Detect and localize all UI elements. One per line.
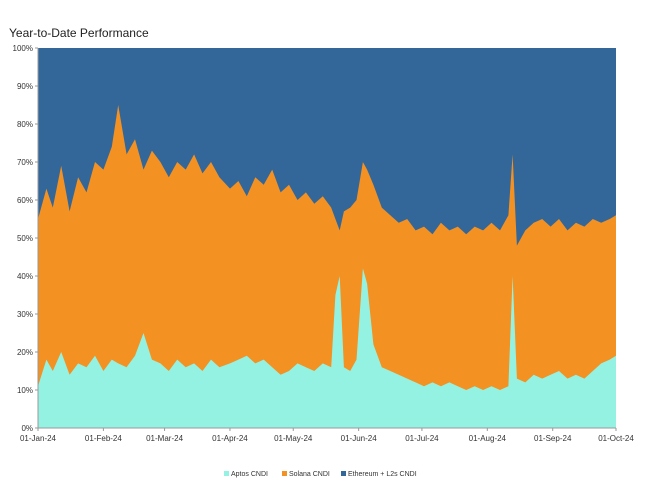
legend-label-1: Solana CNDI — [289, 471, 330, 478]
x-tick-label: 01-Aug-24 — [469, 434, 507, 443]
x-tick-label: 01-Jun-24 — [341, 434, 378, 443]
y-tick-label: 20% — [17, 348, 33, 357]
legend-swatch-2 — [341, 471, 346, 476]
y-tick-label: 10% — [17, 386, 33, 395]
x-tick-label: 01-Apr-24 — [212, 434, 248, 443]
x-tick-label: 01-Mar-24 — [146, 434, 183, 443]
x-tick-label: 01-Feb-24 — [85, 434, 122, 443]
y-tick-label: 0% — [21, 424, 33, 433]
x-tick-label: 01-May-24 — [274, 434, 313, 443]
legend-swatch-1 — [282, 471, 287, 476]
y-tick-label: 80% — [17, 120, 33, 129]
y-tick-label: 40% — [17, 272, 33, 281]
legend: Aptos CNDI Solana CNDI Ethereum + L2s CNDI — [224, 471, 417, 478]
y-tick-label: 70% — [17, 158, 33, 167]
area-aptos-cndi — [38, 268, 616, 428]
y-tick-label: 60% — [17, 196, 33, 205]
y-tick-label: 50% — [17, 234, 33, 243]
y-tick-label: 90% — [17, 82, 33, 91]
y-tick-label: 100% — [13, 44, 33, 53]
legend-swatch-0 — [224, 471, 229, 476]
axes: 0% 10% 20% 30% 40% 50% 60% 70% 80% 90% 100% 01-Jan-… — [13, 44, 635, 443]
x-tick-label: 01-Jul-24 — [405, 434, 439, 443]
legend-label-2: Ethereum + L2s CNDI — [348, 471, 417, 478]
plot-area — [38, 48, 616, 428]
x-tick-label: 01-Sep-24 — [534, 434, 572, 443]
y-tick-label: 30% — [17, 310, 33, 319]
chart-title: Year-to-Date Performance — [9, 26, 149, 40]
x-tick-label: 01-Oct-24 — [598, 434, 634, 443]
area-solana-cndi — [38, 105, 616, 428]
legend-label-0: Aptos CNDI — [231, 471, 268, 478]
x-tick-label: 01-Jan-24 — [20, 434, 57, 443]
